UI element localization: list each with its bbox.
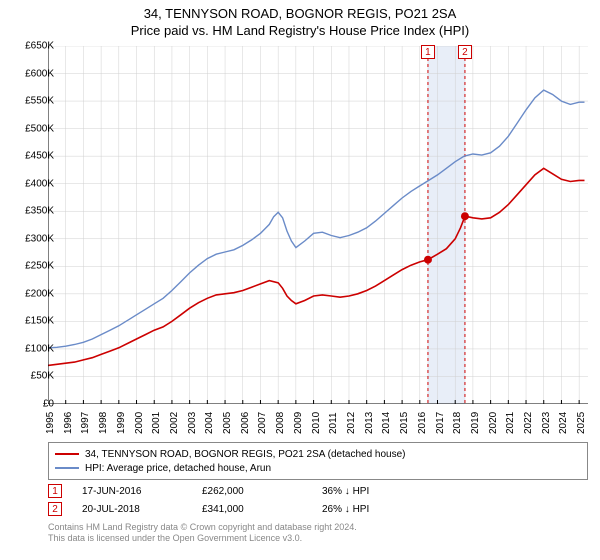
x-tick-label: 2001 [151,412,162,434]
sale-price-0: £262,000 [202,486,322,497]
y-tick-label: £350K [25,206,54,217]
legend-swatch-0 [55,453,79,455]
x-tick-label: 1997 [80,412,91,434]
sale-date-1: 20-JUL-2018 [82,504,202,515]
title-line-2: Price paid vs. HM Land Registry's House … [0,23,600,40]
legend-label-0: 34, TENNYSON ROAD, BOGNOR REGIS, PO21 2S… [85,449,406,460]
x-tick-label: 2013 [364,412,375,434]
x-tick-label: 1996 [63,412,74,434]
x-tick-label: 2020 [488,412,499,434]
title-line-1: 34, TENNYSON ROAD, BOGNOR REGIS, PO21 2S… [0,6,600,23]
legend-label-1: HPI: Average price, detached house, Arun [85,463,271,474]
chart-area [48,46,588,404]
footer-line-1: Contains HM Land Registry data © Crown c… [48,522,357,533]
x-tick-label: 2023 [541,412,552,434]
sales-table: 1 17-JUN-2016 £262,000 36% ↓ HPI 2 20-JU… [48,482,588,518]
y-tick-label: £100K [25,343,54,354]
x-tick-label: 2019 [470,412,481,434]
plot-svg [48,46,588,404]
y-tick-label: £200K [25,288,54,299]
y-tick-label: £600K [25,68,54,79]
x-tick-label: 2018 [452,412,463,434]
chart-container: 34, TENNYSON ROAD, BOGNOR REGIS, PO21 2S… [0,0,600,560]
x-tick-label: 2021 [505,412,516,434]
x-tick-label: 2007 [257,412,268,434]
x-tick-label: 2015 [399,412,410,434]
legend: 34, TENNYSON ROAD, BOGNOR REGIS, PO21 2S… [48,442,588,480]
sale-marker-1: 2 [48,502,62,516]
x-tick-label: 2022 [523,412,534,434]
y-tick-label: £550K [25,96,54,107]
x-tick-label: 2004 [204,412,215,434]
x-tick-label: 2000 [134,412,145,434]
x-tick-label: 2002 [169,412,180,434]
y-tick-label: £250K [25,261,54,272]
x-tick-label: 2005 [222,412,233,434]
x-tick-label: 1995 [45,412,56,434]
x-tick-label: 2011 [328,412,339,434]
chart-marker: 1 [421,45,435,59]
legend-row-0: 34, TENNYSON ROAD, BOGNOR REGIS, PO21 2S… [55,447,581,461]
sales-row-0: 1 17-JUN-2016 £262,000 36% ↓ HPI [48,482,588,500]
x-tick-label: 2009 [293,412,304,434]
sales-row-1: 2 20-JUL-2018 £341,000 26% ↓ HPI [48,500,588,518]
x-tick-label: 2024 [558,412,569,434]
y-tick-label: £400K [25,178,54,189]
x-tick-label: 2014 [381,412,392,434]
sale-delta-0: 36% ↓ HPI [322,486,442,497]
sale-marker-0: 1 [48,484,62,498]
sale-delta-1: 26% ↓ HPI [322,504,442,515]
x-tick-label: 1998 [98,412,109,434]
footer-line-2: This data is licensed under the Open Gov… [48,533,357,544]
chart-marker: 2 [458,45,472,59]
y-tick-label: £150K [25,316,54,327]
y-tick-label: £50K [31,371,54,382]
sale-price-1: £341,000 [202,504,322,515]
legend-row-1: HPI: Average price, detached house, Arun [55,461,581,475]
x-tick-label: 2006 [240,412,251,434]
x-tick-label: 2010 [311,412,322,434]
y-tick-label: £300K [25,233,54,244]
y-tick-label: £650K [25,41,54,52]
sale-date-0: 17-JUN-2016 [82,486,202,497]
footer: Contains HM Land Registry data © Crown c… [48,522,357,545]
y-tick-label: £450K [25,151,54,162]
x-tick-label: 1999 [116,412,127,434]
x-tick-label: 2008 [275,412,286,434]
y-tick-label: £0 [43,399,54,410]
title-block: 34, TENNYSON ROAD, BOGNOR REGIS, PO21 2S… [0,0,600,40]
x-tick-label: 2025 [576,412,587,434]
x-tick-label: 2016 [417,412,428,434]
y-tick-label: £500K [25,123,54,134]
x-tick-label: 2012 [346,412,357,434]
legend-swatch-1 [55,467,79,469]
x-tick-label: 2017 [435,412,446,434]
x-tick-label: 2003 [187,412,198,434]
